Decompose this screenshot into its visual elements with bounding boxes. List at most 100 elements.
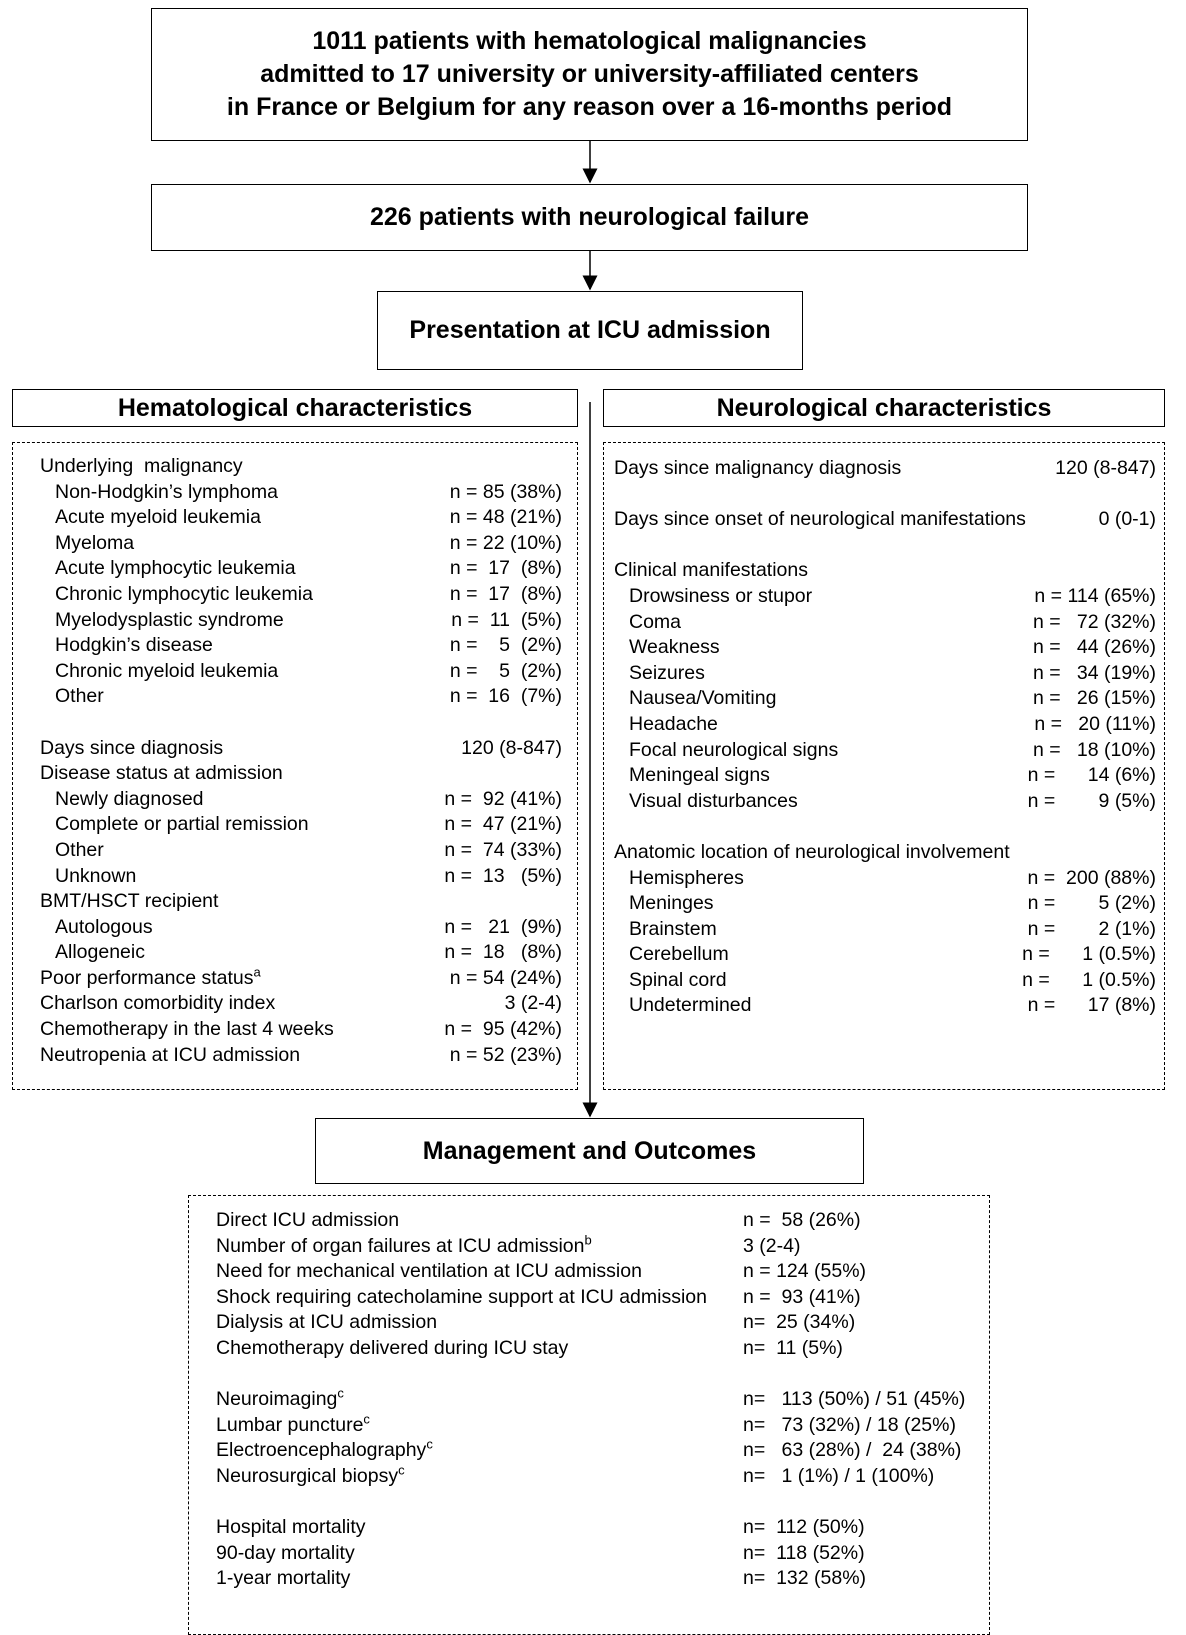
label-text: Non-Hodgkin’s lymphoma xyxy=(55,480,278,503)
spacer xyxy=(614,482,1156,508)
row-value: 120 (8-847) xyxy=(1055,457,1156,479)
row-label: Brainstem xyxy=(614,917,1028,943)
row-value: n = 11 (5%) xyxy=(451,608,562,631)
label-text: BMT/HSCT recipient xyxy=(40,890,219,913)
row-value: 0 (0-1) xyxy=(1098,508,1156,531)
item-row: Myelodysplastic syndrome n = 11 (5%) xyxy=(40,608,562,634)
label-text: Myelodysplastic syndrome xyxy=(55,608,284,631)
row: Neurosurgical biopsyc n= 1 (1%) / 1 (100%… xyxy=(216,1462,979,1490)
item-row: Cerebellum n = 1 (0.5%) xyxy=(614,942,1156,968)
item-row: Non-Hodgkin’s lymphoma n = 85 (38%) xyxy=(40,480,562,506)
label-text: Acute lymphocytic leukemia xyxy=(55,557,296,580)
row-value: n = 72 (32%) xyxy=(1032,610,1156,633)
row-value: n = 74 (33%) xyxy=(444,838,562,861)
label-text: Weakness xyxy=(629,636,720,659)
item-row: Acute lymphocytic leukemia n = 17 (8%) xyxy=(40,556,562,582)
row: Anatomic location of neurological involv… xyxy=(614,840,1156,866)
row: Neutropenia at ICU admission n = 52 (23%) xyxy=(40,1043,562,1069)
row-value: n= 118 (52%) xyxy=(743,1541,865,1564)
item-row: Meningeal signs n = 14 (6%) xyxy=(614,763,1156,789)
item-row: Chronic lymphocytic leukemia n = 17 (8%) xyxy=(40,582,562,608)
item-row: Hemispheres n = 200 (88%) xyxy=(614,866,1156,892)
row-label: Poor performance statusa xyxy=(40,965,450,992)
row-label: Autologous xyxy=(40,915,444,941)
row-value: n = 85 (38%) xyxy=(449,480,562,503)
spacer xyxy=(216,1490,979,1516)
row-label: Neutropenia at ICU admission xyxy=(40,1043,450,1069)
item-row: Seizures n = 34 (19%) xyxy=(614,661,1156,687)
item-row: Nausea/Vomiting n = 26 (15%) xyxy=(614,686,1156,712)
row-value: n = 18 (10%) xyxy=(1032,738,1156,761)
row-value: n = 5 (2%) xyxy=(449,659,562,682)
label-text: Chronic myeloid leukemia xyxy=(55,659,279,682)
row-label: Days since malignancy diagnosis xyxy=(614,456,1055,482)
row: Charlson comorbidity index 3 (2-4) xyxy=(40,991,562,1017)
row-value: n = 21 (9%) xyxy=(444,915,562,938)
label-text: Lumbar puncture xyxy=(216,1413,364,1436)
label-text: Hospital mortality xyxy=(216,1516,366,1539)
label-text: Brainstem xyxy=(629,917,717,940)
row-value: 3 (2-4) xyxy=(504,992,562,1015)
row: Neuroimagingc n= 113 (50%) / 51 (45%) xyxy=(216,1387,979,1413)
row: Shock requiring catecholamine support at… xyxy=(216,1285,979,1311)
row-value: n = 1 (0.5%) xyxy=(1022,943,1156,966)
item-row: Weakness n = 44 (26%) xyxy=(614,635,1156,661)
label-text: Cerebellum xyxy=(629,943,729,966)
hematological-panel: Underlying malignancy Non-Hodgkin’s lymph… xyxy=(12,442,578,1090)
footnote-mark: c xyxy=(398,1462,405,1478)
row-value: n = 58 (26%) xyxy=(743,1209,861,1231)
label-text: Number of organ failures at ICU admissio… xyxy=(216,1234,585,1257)
label-text: Neurosurgical biopsy xyxy=(216,1464,399,1487)
row-label: Shock requiring catecholamine support at… xyxy=(216,1285,743,1311)
label-text: Coma xyxy=(629,610,682,633)
row-value: n= 73 (32%) / 18 (25%) xyxy=(743,1413,956,1436)
row-label: Disease status at admission xyxy=(40,761,562,787)
label-text: Hodgkin’s disease xyxy=(55,634,213,657)
label-text: Visual disturbances xyxy=(629,789,798,812)
label-text: Myeloma xyxy=(55,531,135,554)
label-text: Electroencephalography xyxy=(216,1439,427,1462)
row-label: Coma xyxy=(614,610,1033,636)
row-label: Anatomic location of neurological involv… xyxy=(614,840,1156,866)
item-row: Meninges n = 5 (2%) xyxy=(614,891,1156,917)
item-row: Headache n = 20 (11%) xyxy=(614,712,1156,738)
row-label: Non-Hodgkin’s lymphoma xyxy=(40,480,450,506)
label-text: Direct ICU admission xyxy=(216,1209,400,1231)
label-text: 1-year mortality xyxy=(216,1567,351,1590)
label-text: Shock requiring catecholamine support at… xyxy=(216,1285,707,1308)
row-value: n= 25 (34%) xyxy=(743,1311,856,1334)
item-row: Acute myeloid leukemia n = 48 (21%) xyxy=(40,505,562,531)
row-label: Hemispheres xyxy=(614,866,1028,892)
label-text: Meninges xyxy=(629,892,714,915)
row-value: n = 1 (0.5%) xyxy=(1022,968,1156,991)
item-row: Visual disturbances n = 9 (5%) xyxy=(614,789,1156,815)
label-text: Days since malignancy diagnosis xyxy=(614,457,902,479)
item-row: Focal neurological signs n = 18 (10%) xyxy=(614,738,1156,764)
label-text: Days since diagnosis xyxy=(40,736,224,759)
row-label: Meninges xyxy=(614,891,1028,917)
row-label: Allogeneic xyxy=(40,940,444,966)
label-text: Allogeneic xyxy=(55,941,145,964)
row-value: n= 113 (50%) / 51 (45%) xyxy=(743,1388,966,1411)
row-label: Dialysis at ICU admission xyxy=(216,1310,743,1336)
row-label: Cerebellum xyxy=(614,942,1022,968)
label-text: Days since onset of neurological manifes… xyxy=(614,508,1026,531)
label-text: Hemispheres xyxy=(629,866,744,889)
top-box: 1011 patients with hematological maligna… xyxy=(151,8,1028,141)
row-value: n = 9 (5%) xyxy=(1027,789,1156,812)
text-line: Management and Outcomes xyxy=(422,1136,757,1165)
row: Dialysis at ICU admission n= 25 (34%) xyxy=(216,1310,979,1336)
label-text: Underlying malignancy xyxy=(40,455,243,477)
item-row: Other n = 16 (7%) xyxy=(40,684,562,710)
row-label: Myelodysplastic syndrome xyxy=(40,608,451,634)
row: Hospital mortality n= 112 (50%) xyxy=(216,1515,979,1541)
row: Direct ICU admission n = 58 (26%) xyxy=(216,1208,979,1234)
row-label: Neuroimagingc xyxy=(216,1387,743,1413)
row: Days since onset of neurological manifes… xyxy=(614,507,1156,533)
row-value: n = 54 (24%) xyxy=(449,966,562,989)
row-value: n = 200 (88%) xyxy=(1027,866,1156,889)
text-line: in France or Belgium for any reason over… xyxy=(226,93,953,121)
item-row: Chronic myeloid leukemia n = 5 (2%) xyxy=(40,659,562,685)
item-row: Complete or partial remission n = 47 (21%… xyxy=(40,812,562,838)
